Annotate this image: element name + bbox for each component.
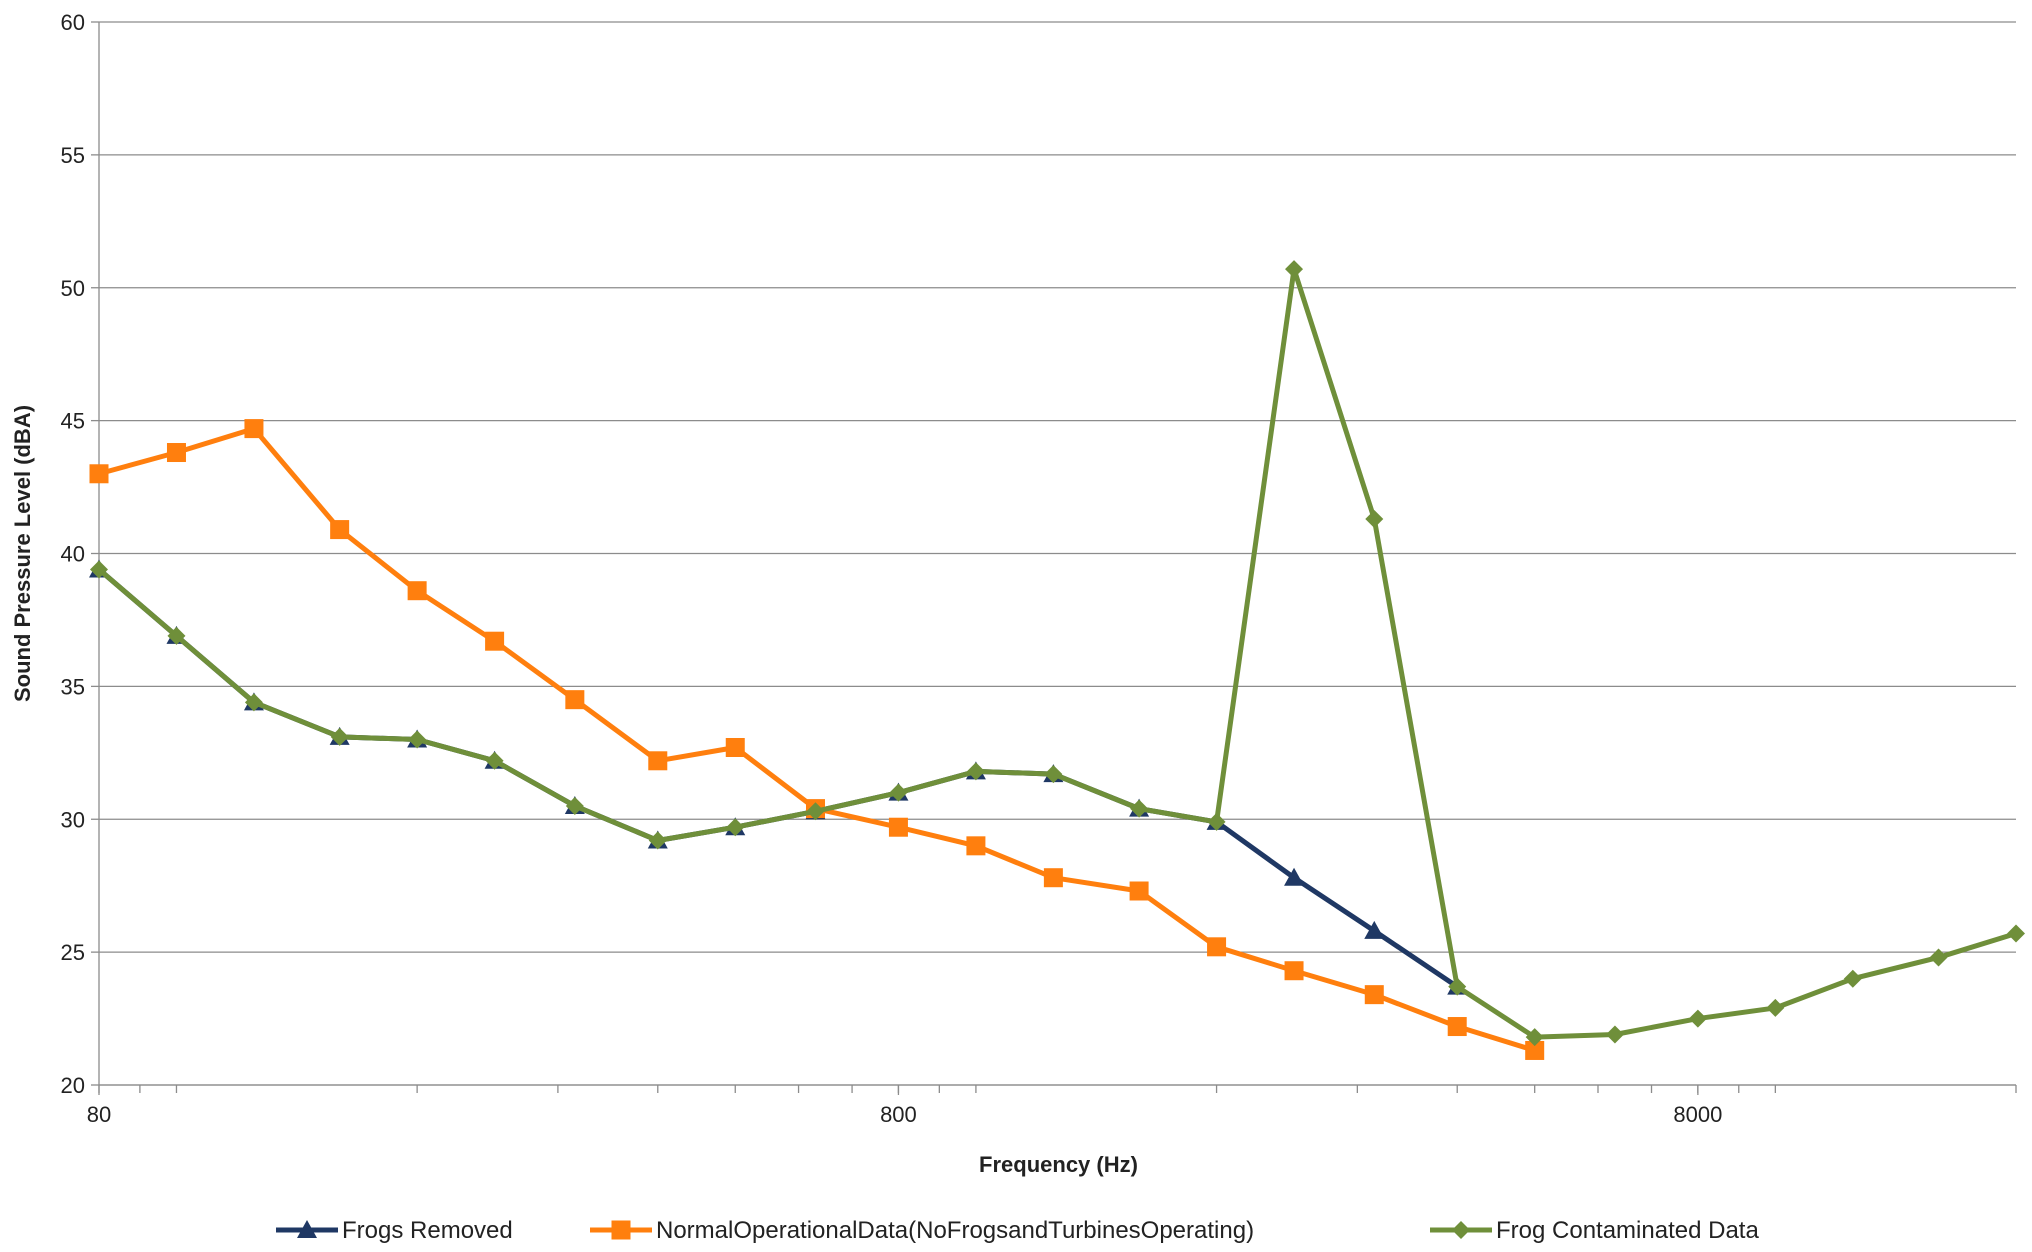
data-point: [966, 762, 985, 781]
y-tick-label: 25: [61, 940, 85, 965]
x-tick-label: 80: [87, 1102, 111, 1127]
data-point: [1043, 868, 1063, 888]
x-tick-label: 8000: [1673, 1102, 1722, 1127]
data-point: [485, 751, 504, 770]
series-square: [89, 419, 1545, 1060]
legend-marker: [611, 1220, 631, 1240]
data-point: [725, 737, 745, 757]
data-point: [1207, 812, 1226, 831]
axes: [91, 21, 2017, 1095]
data-point: [1447, 1017, 1467, 1037]
series-line: [97, 266, 2017, 1040]
data-point: [167, 626, 186, 645]
legend-label: Frog Contaminated Data: [1496, 1217, 1759, 1244]
y-tick-label: 35: [61, 674, 85, 699]
series-line: [98, 426, 1536, 1053]
data-point: [407, 581, 427, 601]
grid-lines: [99, 21, 2016, 1086]
data-point: [408, 730, 427, 749]
data-point: [648, 831, 667, 850]
series-diamond: [90, 260, 2025, 1047]
data-point: [1284, 867, 1305, 886]
legend: Frogs Removed NormalOperationalData(NoFro…: [276, 1217, 1759, 1244]
data-point: [89, 464, 109, 484]
data-point: [889, 783, 908, 802]
data-point: [648, 751, 668, 771]
data-point: [485, 631, 505, 651]
data-point: [1130, 799, 1149, 818]
data-point: [2007, 924, 2025, 943]
data-point: [1207, 937, 1227, 957]
y-tick-label: 50: [61, 276, 85, 301]
data-point: [806, 802, 825, 821]
data-point: [1448, 977, 1467, 996]
legend-label: NormalOperationalData(NoFrogsandTurbines…: [656, 1217, 1254, 1244]
data-point: [565, 796, 584, 815]
y-axis-title: Sound Pressure Level (dBA): [10, 405, 35, 702]
data-point: [726, 818, 745, 837]
data-point: [1129, 881, 1149, 901]
legend-label: Frogs Removed: [342, 1217, 513, 1244]
data-point: [565, 690, 585, 710]
series: [89, 260, 2025, 1060]
data-point: [888, 817, 908, 837]
x-tick-label: 800: [880, 1102, 917, 1127]
data-point: [330, 727, 349, 746]
y-tick-label: 40: [61, 542, 85, 567]
y-tick-label: 20: [61, 1073, 85, 1098]
data-point: [244, 693, 263, 712]
y-tick-label: 30: [61, 807, 85, 832]
legend-marker: [297, 1220, 317, 1238]
data-point: [1688, 1009, 1707, 1028]
data-point: [1284, 961, 1304, 981]
legend-item: Frog Contaminated Data: [1430, 1217, 1759, 1244]
data-point: [90, 560, 108, 579]
data-point: [1285, 260, 1304, 279]
y-tick-label: 55: [61, 143, 85, 168]
data-point: [1929, 948, 1948, 967]
data-point: [966, 836, 986, 856]
data-point: [1365, 509, 1384, 528]
data-point: [1044, 765, 1063, 784]
x-axis-title: Frequency (Hz): [979, 1152, 1138, 1177]
data-point: [1843, 969, 1862, 988]
legend-marker: [1452, 1221, 1470, 1239]
data-point: [1364, 985, 1384, 1005]
y-tick-label: 60: [61, 10, 85, 35]
data-point: [244, 419, 264, 439]
data-point: [1605, 1025, 1624, 1044]
data-point: [1766, 998, 1785, 1017]
data-point: [166, 443, 186, 463]
data-point: [1525, 1028, 1544, 1047]
data-point: [1525, 1040, 1545, 1060]
legend-item: NormalOperationalData(NoFrogsandTurbines…: [590, 1217, 1254, 1244]
data-point: [330, 520, 350, 540]
y-tick-label: 45: [61, 409, 85, 434]
data-point: [1364, 920, 1385, 939]
legend-item: Frogs Removed: [276, 1217, 513, 1244]
tick-labels: 20 25 30 35 40 45 50 55 60 80 800 8000: [61, 10, 1723, 1127]
